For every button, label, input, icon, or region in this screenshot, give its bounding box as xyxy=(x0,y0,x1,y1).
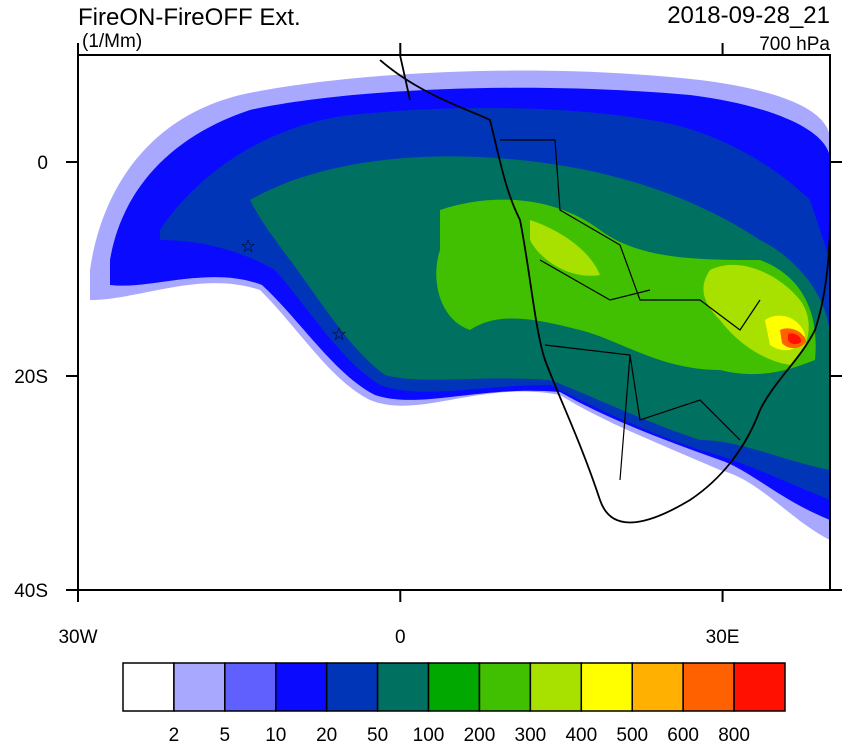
color-box xyxy=(733,662,786,712)
colorbar-label: 400 xyxy=(565,725,597,746)
colorbar-label: 200 xyxy=(464,725,496,746)
color-box xyxy=(427,662,481,712)
color-box xyxy=(224,662,277,712)
color-box xyxy=(478,662,532,712)
colorbar-label: 500 xyxy=(616,725,648,746)
color-box xyxy=(529,662,583,712)
time: 2018-09-28_21 xyxy=(667,2,830,29)
units: (1/Mm) xyxy=(82,31,142,52)
map-frame xyxy=(77,54,831,591)
x-tick-label: 30E xyxy=(706,627,740,648)
colorbar-label: 800 xyxy=(718,725,750,746)
y-tick-label: 0 xyxy=(37,153,48,174)
colorbar-label: 50 xyxy=(367,725,388,746)
y-tick-label: 40S xyxy=(14,581,48,602)
x-tick-label: 30W xyxy=(58,627,97,648)
color-box xyxy=(631,662,684,712)
colorbar-label: 300 xyxy=(515,725,547,746)
color-box xyxy=(682,662,735,712)
colorbar-label: 5 xyxy=(220,725,231,746)
colorbar-label: 20 xyxy=(316,725,337,746)
y-tick-label: 20S xyxy=(14,367,48,388)
marker: ☆ xyxy=(331,324,347,344)
map-field: ☆ ☆ xyxy=(78,55,830,590)
colorbar-label: 600 xyxy=(667,725,699,746)
marker: ☆ xyxy=(240,236,256,256)
colorbar-label: 10 xyxy=(265,725,286,746)
x-tick-label: 0 xyxy=(395,627,406,648)
color-box xyxy=(173,662,226,712)
colorbar-label: 100 xyxy=(413,725,445,746)
title: FireON-FireOFF Ext. xyxy=(78,4,301,31)
level: 700 hPa xyxy=(759,34,830,55)
color-box xyxy=(376,662,430,712)
color-box xyxy=(580,662,633,712)
color-box xyxy=(275,662,328,712)
axes: 30W 0 30E 0 20S 40S xyxy=(14,43,842,648)
color-box xyxy=(325,662,379,712)
colorbar: 2 5 10 20 50 100 200 300 400 500 600 800 xyxy=(122,662,786,746)
color-box xyxy=(122,662,175,712)
colorbar-label: 2 xyxy=(169,725,180,746)
